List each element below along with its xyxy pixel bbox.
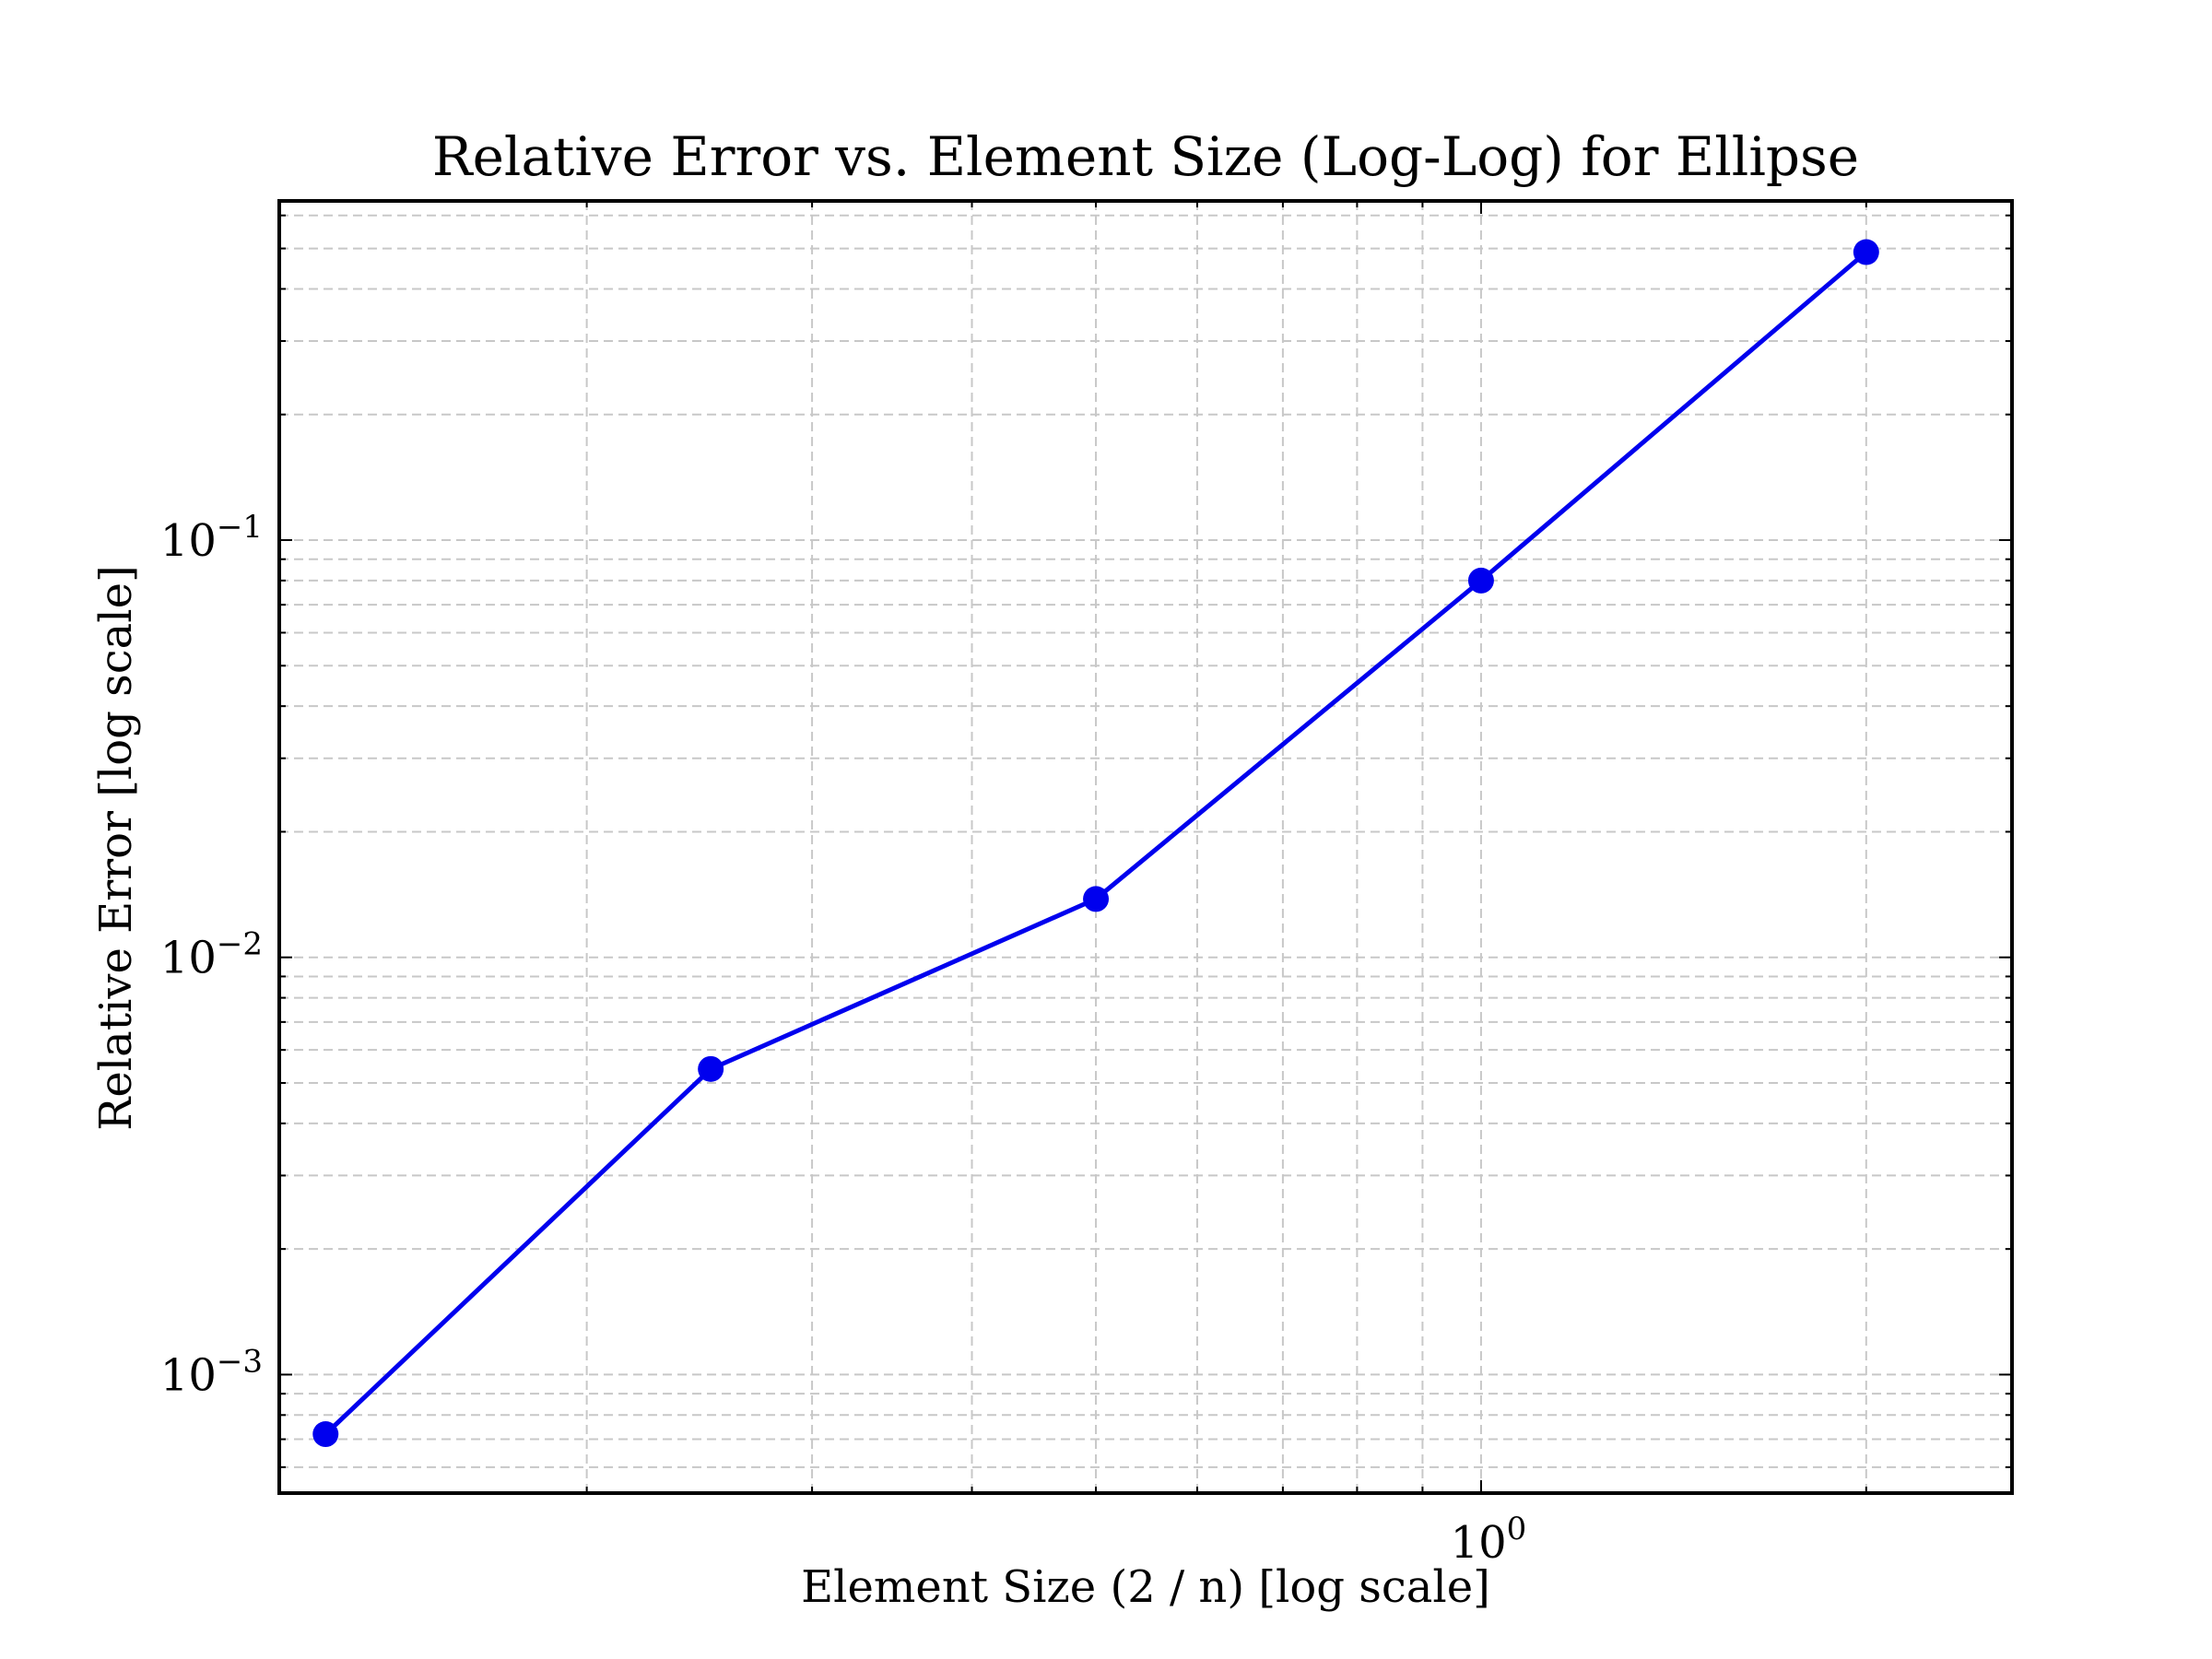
tick-label: 100: [1451, 1511, 1527, 1569]
tick-label: 10−3: [160, 1343, 263, 1401]
chart-title: Relative Error vs. Element Size (Log-Log…: [432, 125, 1859, 188]
grid-layer: [279, 201, 2012, 1493]
data-point: [1467, 567, 1494, 594]
tick-label: 10−2: [160, 926, 263, 984]
plot-frame: [277, 199, 2014, 1495]
data-point: [698, 1055, 724, 1082]
data-point: [312, 1421, 339, 1448]
tick-label: 10−1: [160, 509, 263, 567]
tick-layer: 100 10−1 10−2 10−3: [160, 201, 2012, 1569]
data-point: [1853, 239, 1879, 265]
y-axis-label: Relative Error [log scale]: [90, 565, 142, 1131]
series-layer: [312, 239, 1879, 1448]
x-axis-label: Element Size (2 / n) [log scale]: [801, 1561, 1490, 1613]
data-point: [1083, 886, 1110, 912]
